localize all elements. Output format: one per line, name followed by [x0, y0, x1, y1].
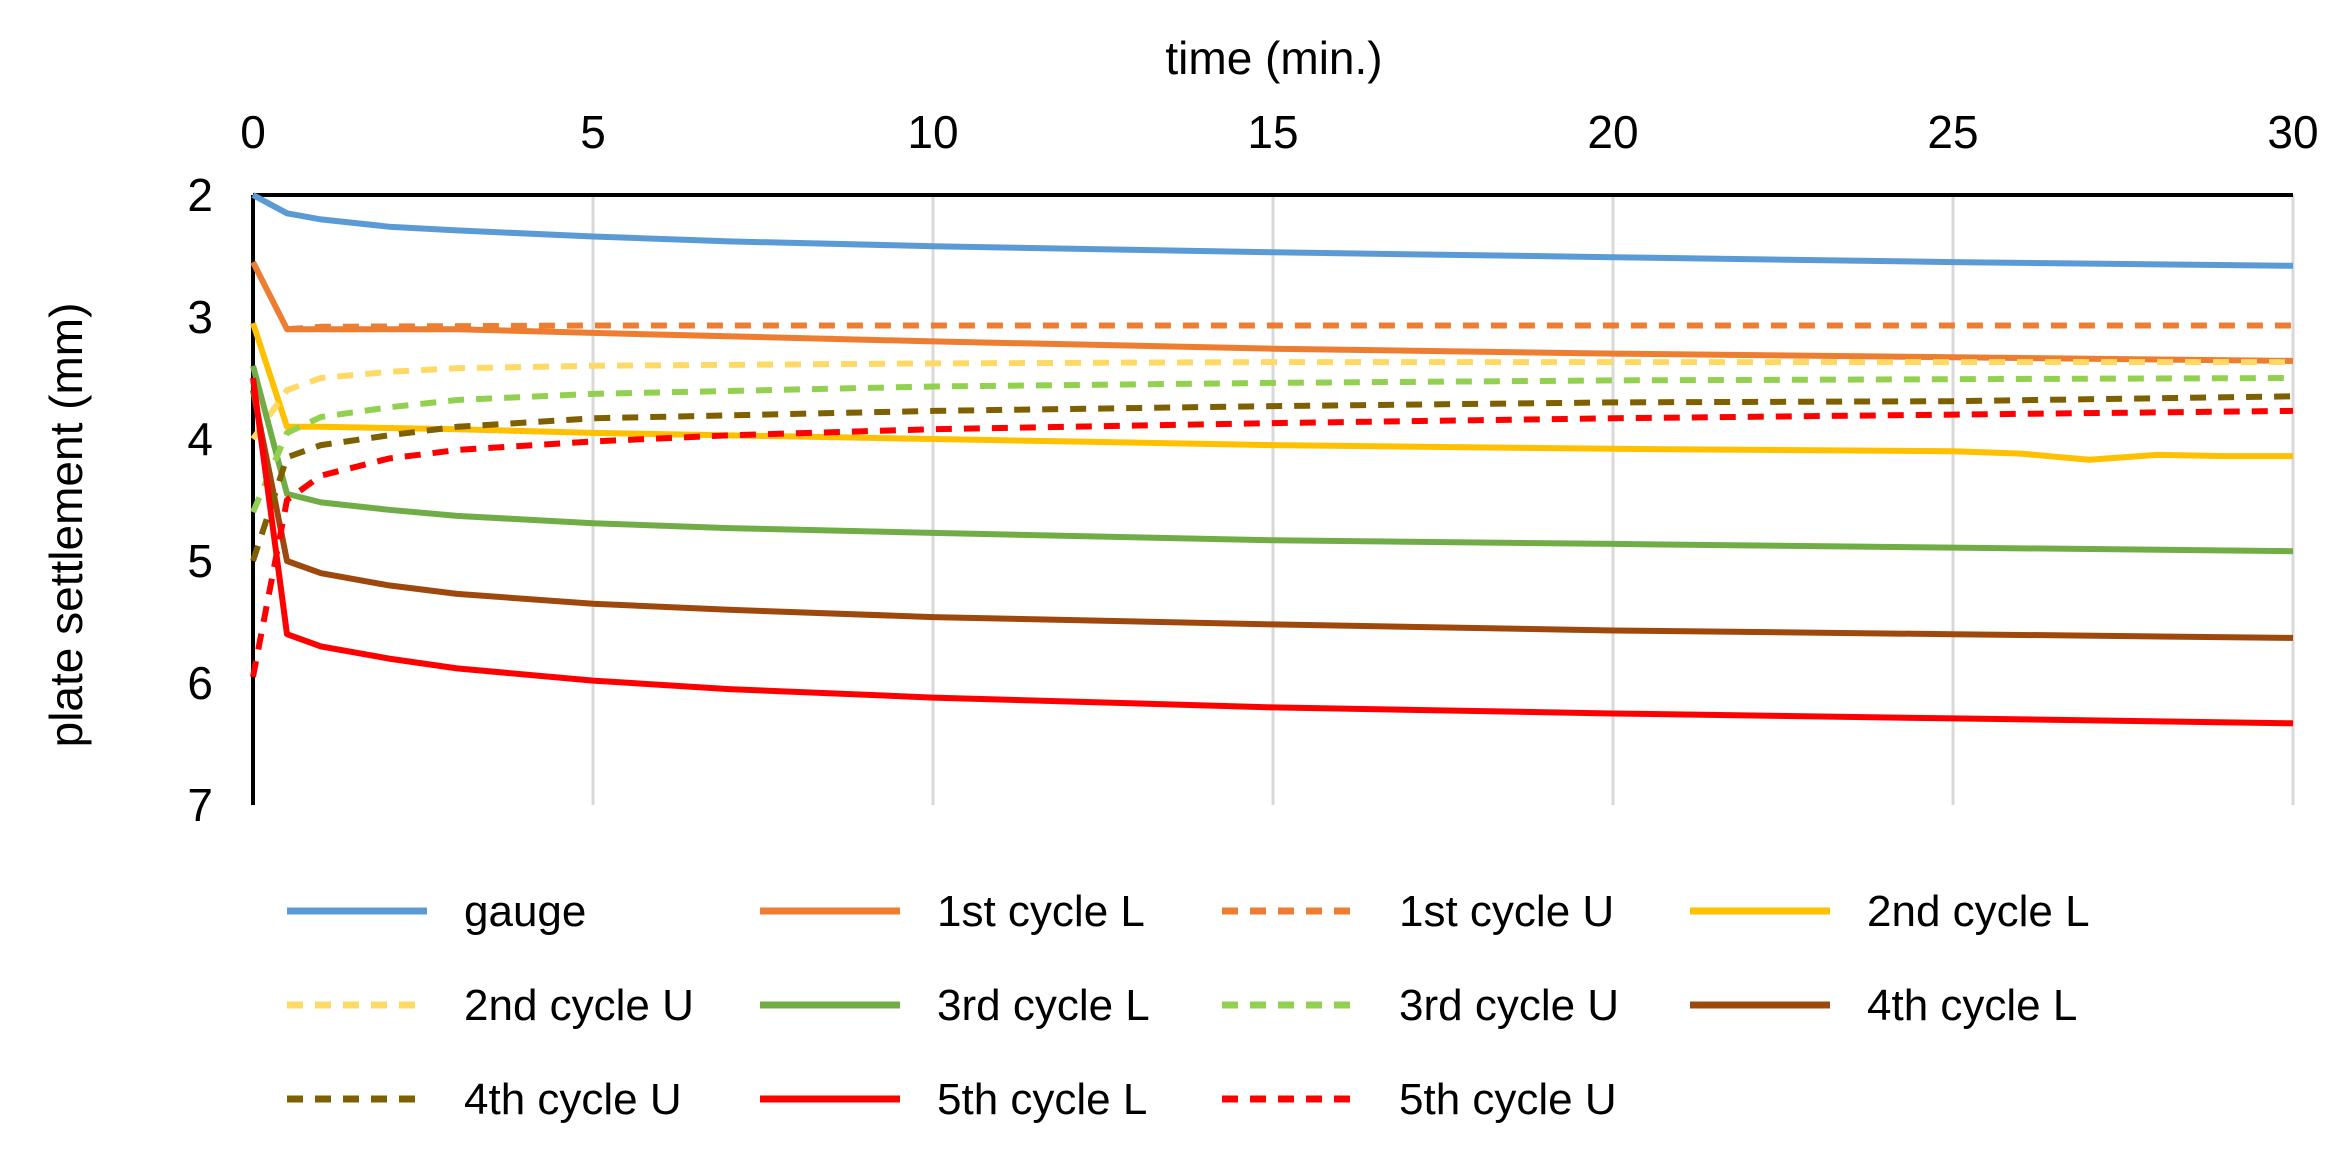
legend-item: gauge: [287, 887, 586, 936]
legend-label: 3rd cycle L: [937, 981, 1150, 1030]
x-tick-label: 15: [1247, 106, 1298, 158]
x-axis-title: time (min.): [1165, 32, 1382, 84]
legend-item: 4th cycle L: [1690, 981, 2077, 1030]
legend-item: 5th cycle L: [760, 1075, 1147, 1124]
legend-label: 5th cycle U: [1399, 1075, 1617, 1124]
series-line-2nd-cycle-u: [250, 359, 2293, 441]
series-lines: [250, 192, 2294, 727]
legend-label: 2nd cycle L: [1867, 887, 2090, 936]
legend-label: gauge: [464, 887, 586, 936]
series-line-5th-cycle-l: [250, 377, 2294, 727]
legend-item: 2nd cycle L: [1690, 887, 2090, 936]
series-line-4th-cycle-l: [250, 389, 2294, 641]
x-tick-labels: 0 5 10 15 20 25 30: [240, 106, 2318, 158]
y-tick-label: 2: [187, 169, 213, 221]
y-axis-title: plate settlement (mm): [40, 303, 92, 748]
series-line-3rd-cycle-l: [250, 365, 2294, 555]
x-tick-label: 10: [907, 106, 958, 158]
legend-item: 4th cycle U: [287, 1075, 682, 1124]
axes: [251, 193, 2293, 805]
legend-item: 1st cycle U: [1222, 887, 1614, 936]
y-tick-labels: 2 3 4 5 6 7: [187, 169, 213, 831]
y-tick-label: 7: [187, 779, 213, 831]
series-line-3rd-cycle-u: [250, 375, 2294, 514]
legend-label: 5th cycle L: [937, 1075, 1147, 1124]
legend-label: 1st cycle L: [937, 887, 1145, 936]
legend-label: 1st cycle U: [1399, 887, 1614, 936]
legend-item: 5th cycle U: [1222, 1075, 1617, 1124]
legend-label: 2nd cycle U: [464, 981, 694, 1030]
series-line-gauge: [251, 192, 2294, 269]
x-tick-label: 20: [1587, 106, 1638, 158]
legend-label: 4th cycle U: [464, 1075, 682, 1124]
legend-item: 1st cycle L: [760, 887, 1145, 936]
series-line-1st-cycle-u: [286, 322, 2293, 333]
x-tick-label: 0: [240, 106, 266, 158]
legend-label: 4th cycle L: [1867, 981, 2077, 1030]
x-tick-label: 5: [580, 106, 606, 158]
series-line-1st-cycle-l: [250, 260, 2294, 364]
y-tick-label: 5: [187, 535, 213, 587]
x-tick-label: 25: [1927, 106, 1978, 158]
gridlines: [591, 195, 2295, 805]
legend-item: 3rd cycle U: [1222, 981, 1619, 1030]
y-tick-label: 4: [187, 413, 213, 465]
x-tick-label: 30: [2267, 106, 2318, 158]
legend-item: 3rd cycle L: [760, 981, 1150, 1030]
legend: gauge 1st cycle L 1st cycle U 2nd cycle L 2n…: [287, 887, 2090, 1124]
legend-label: 3rd cycle U: [1399, 981, 1619, 1030]
series-line-5th-cycle-u: [250, 407, 2294, 678]
y-tick-label: 6: [187, 657, 213, 709]
series-line-2nd-cycle-l: [250, 322, 2293, 463]
legend-item: 2nd cycle U: [287, 981, 694, 1030]
series-line-4th-cycle-u: [250, 393, 2294, 562]
y-tick-label: 3: [187, 291, 213, 343]
